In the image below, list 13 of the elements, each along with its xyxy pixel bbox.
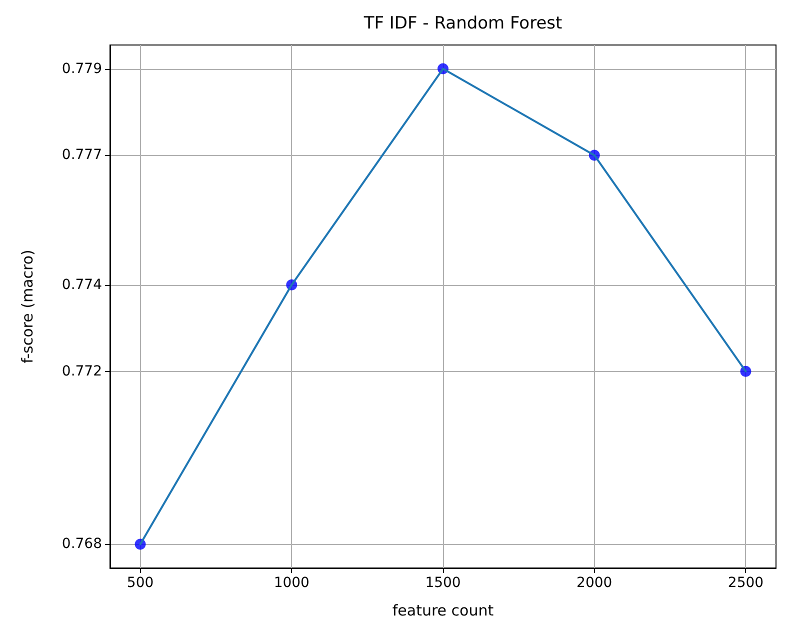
x-tick-label: 1000 <box>274 575 310 591</box>
y-tick-label: 0.777 <box>62 147 102 164</box>
x-tick-label: 1500 <box>425 575 461 591</box>
chart-title: TF IDF - Random Forest <box>362 14 562 34</box>
x-tick-label: 2500 <box>728 575 764 591</box>
x-axis-title: feature count <box>392 602 494 620</box>
y-axis-title: f-score (macro) <box>18 250 36 364</box>
x-tick-label: 500 <box>126 575 154 591</box>
y-tick-label: 0.774 <box>62 276 102 293</box>
y-tick-label: 0.779 <box>62 60 102 77</box>
x-tick-label: 2000 <box>576 575 612 591</box>
y-tick-label: 0.772 <box>62 363 102 380</box>
y-tick-label: 0.768 <box>62 536 102 552</box>
